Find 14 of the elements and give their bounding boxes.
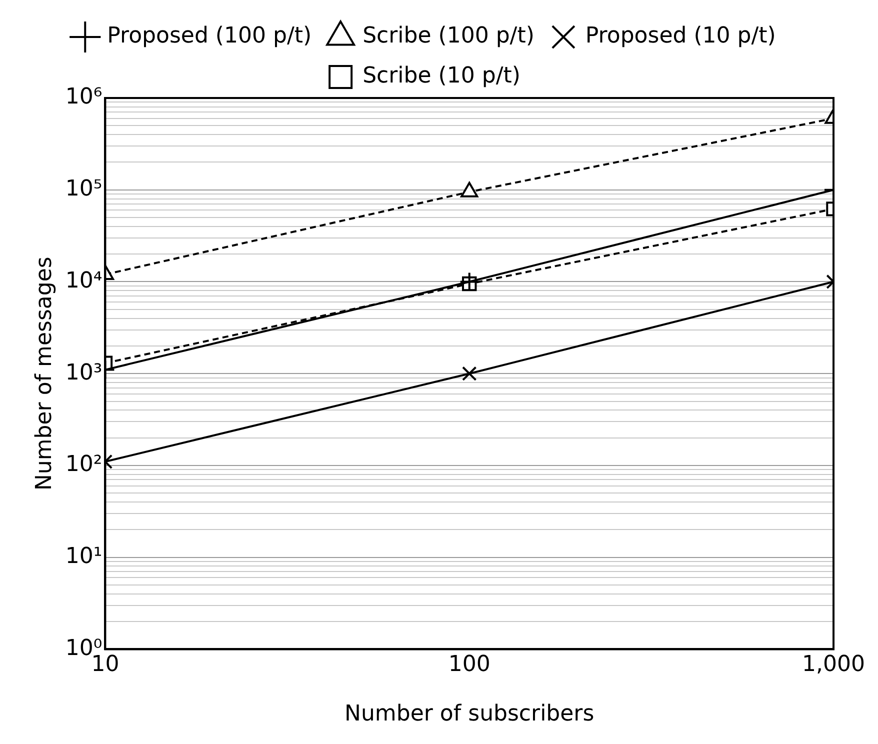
y-tick-label: 10³	[65, 360, 102, 386]
y-tick-label: 10²	[65, 452, 102, 478]
y-tick-label: 10⁵	[65, 176, 102, 202]
legend-label: Proposed (10 p/t)	[585, 24, 776, 49]
y-tick-label: 10¹	[65, 544, 102, 570]
legend-label: Scribe (100 p/t)	[362, 24, 534, 49]
x-tick-label: 100	[448, 652, 490, 678]
y-tick-label: 10⁴	[65, 268, 102, 294]
x-tick-label: 1,000	[802, 652, 865, 678]
y-axis-title: Number of messages	[32, 256, 57, 491]
y-tick-label: 10⁶	[65, 84, 102, 110]
legend-label: Scribe (10 p/t)	[362, 64, 520, 89]
legend-label: Proposed (100 p/t)	[107, 24, 312, 49]
x-axis-title: Number of subscribers	[344, 702, 594, 727]
